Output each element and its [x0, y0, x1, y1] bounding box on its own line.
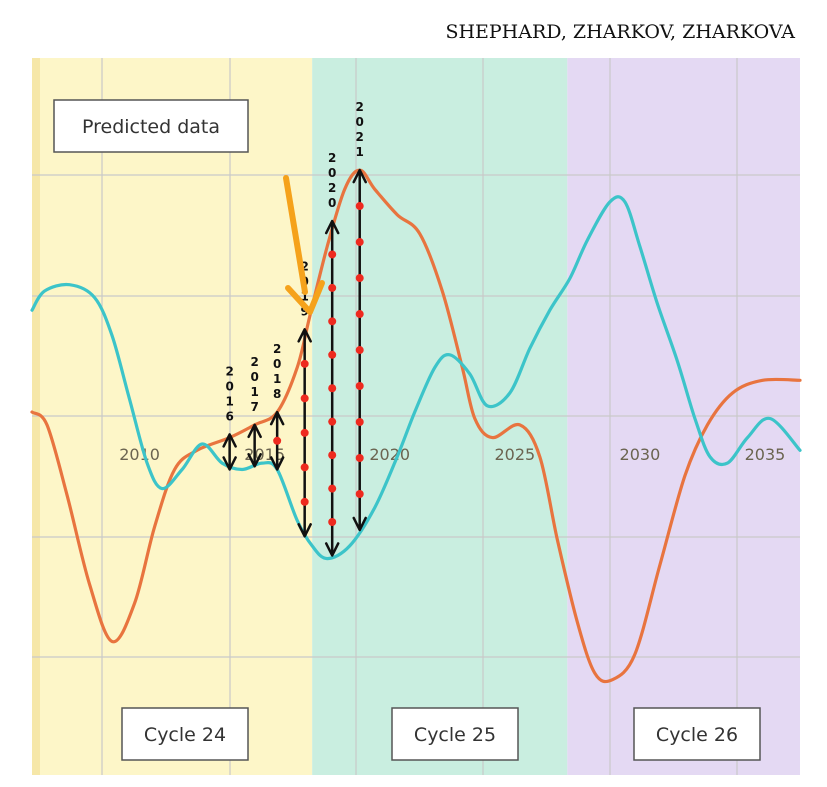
marker-label-char: 2: [300, 259, 308, 273]
marker-dot: [328, 350, 337, 359]
cycle-26-box: Cycle 26: [633, 707, 761, 761]
cycle-26-label: Cycle 26: [656, 724, 738, 746]
year-markers: 201620172018201920202021: [222, 100, 367, 557]
marker-dot: [328, 518, 337, 527]
series-lines: [30, 168, 802, 684]
marker-dot: [355, 202, 364, 211]
marker-label-char: 1: [356, 145, 364, 159]
marker-dot: [328, 451, 337, 460]
marker-dot: [355, 453, 364, 462]
marker-label-char: 2: [328, 151, 336, 165]
marker-dot: [355, 489, 364, 498]
marker-label-char: 9: [300, 304, 308, 318]
orange-pointer-arrow: [283, 175, 325, 315]
marker-label-char: 6: [225, 409, 233, 423]
marker-label-char: 1: [225, 394, 233, 408]
cycle-25-label: Cycle 25: [414, 724, 496, 746]
x-tick-2025: 2025: [494, 445, 535, 464]
pointer-head: [285, 280, 325, 315]
marker-dot: [355, 310, 364, 319]
marker-label-char: 1: [250, 385, 258, 399]
arrow-head-down: [269, 456, 285, 471]
marker-dot: [355, 418, 364, 427]
predicted-data-box: Predicted data: [53, 99, 249, 153]
marker-label-char: 0: [328, 196, 336, 210]
marker-label-char: 0: [273, 357, 281, 371]
marker-dot: [355, 274, 364, 283]
label-boxes: Predicted data Cycle 24 Cycle 25 Cycle 2…: [53, 99, 761, 761]
marker-label-char: 0: [225, 379, 233, 393]
marker-dot: [328, 317, 337, 326]
cycle-24-box: Cycle 24: [121, 707, 249, 761]
x-tick-2030: 2030: [620, 445, 661, 464]
marker-dot: [355, 346, 364, 355]
marker-label-char: 2: [328, 181, 336, 195]
marker-dot: [328, 484, 337, 493]
x-tick-2035: 2035: [745, 445, 786, 464]
x-tick-2010: 2010: [119, 445, 160, 464]
marker-label-char: 2: [250, 355, 258, 369]
marker-label-char: 2: [225, 364, 233, 378]
marker-dot: [300, 463, 309, 472]
marker-dot: [300, 359, 309, 368]
arrow-head-up: [269, 410, 285, 426]
marker-label-char: 0: [356, 115, 364, 129]
arrow-head-up: [247, 423, 262, 439]
marker-dot: [300, 497, 309, 506]
arrow-head-up: [222, 433, 237, 448]
marker-label-char: 1: [300, 289, 308, 303]
marker-dot: [300, 428, 309, 437]
marker-dot: [355, 238, 364, 247]
authors-header: SHEPHARD, ZHARKOV, ZHARKOVA: [445, 21, 795, 43]
marker-label-char: 7: [250, 400, 258, 414]
marker-dot: [328, 250, 337, 259]
arrow-head-up: [324, 219, 340, 235]
x-tick-2015: 2015: [244, 445, 285, 464]
pointer-shaft: [283, 175, 308, 295]
cycle-24-label: Cycle 24: [144, 724, 226, 746]
arrow-head-down: [247, 453, 262, 468]
marker-dot: [355, 382, 364, 391]
marker-dot: [328, 417, 337, 426]
arrow-head-down: [324, 542, 340, 557]
cyan-blue-series-line: [30, 195, 802, 561]
marker-dot: [300, 394, 309, 403]
marker-dot: [273, 436, 282, 445]
marker-label-char: 8: [273, 387, 281, 401]
marker-label-char: 2: [356, 130, 364, 144]
marker-label-char: 0: [250, 370, 258, 384]
marker-label-char: 2: [356, 100, 364, 114]
predicted-data-label: Predicted data: [82, 116, 220, 138]
arrow-head-up: [352, 168, 367, 184]
marker-label-char: 2: [273, 342, 281, 356]
arrow-head-down: [222, 456, 237, 471]
marker-dot: [328, 283, 337, 292]
orange-red-series-line: [30, 168, 802, 684]
cycle-25-box: Cycle 25: [391, 707, 519, 761]
x-tick-2020: 2020: [369, 445, 410, 464]
marker-dot: [328, 384, 337, 393]
arrow-head-down: [297, 523, 312, 538]
arrow-head-up: [297, 328, 312, 343]
marker-label-char: 0: [328, 166, 336, 180]
arrow-head-down: [352, 516, 367, 532]
marker-label-char: 1: [273, 372, 281, 386]
